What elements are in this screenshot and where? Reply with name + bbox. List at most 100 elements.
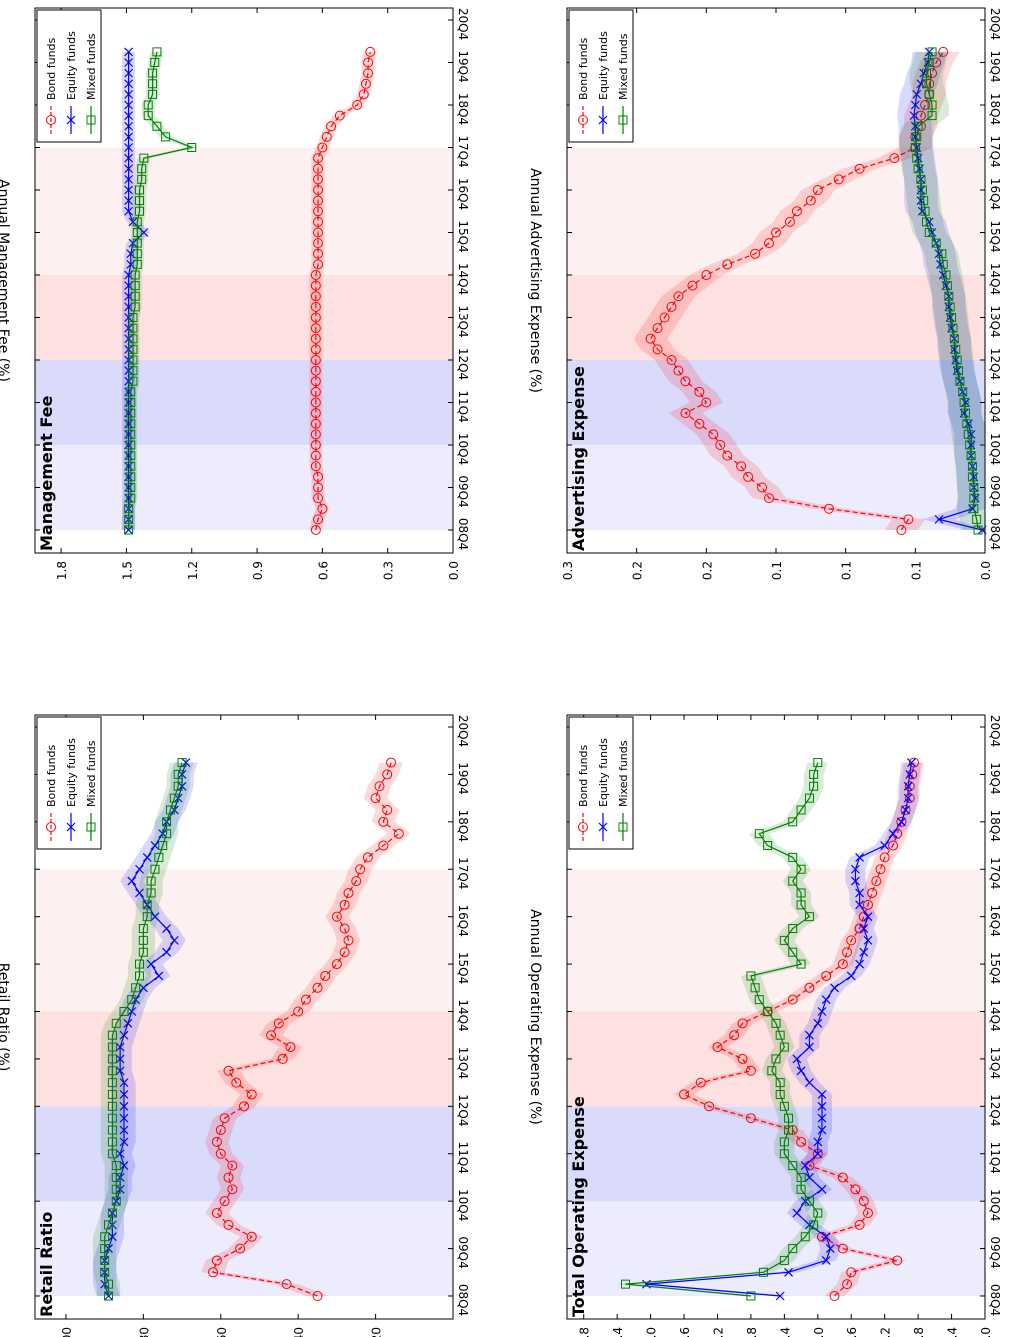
value-tick-label: 0.1 (909, 561, 923, 580)
data-point (784, 1113, 794, 1123)
data-point (875, 864, 886, 875)
data-point (126, 461, 136, 471)
data-point (211, 1255, 222, 1266)
data-point (119, 1007, 129, 1016)
series-line (104, 762, 183, 1296)
value-tick-label: 0.4 (946, 1327, 960, 1337)
chart-title: Management Fee (37, 396, 56, 551)
data-point (750, 248, 761, 259)
data-point (127, 995, 137, 1005)
category-tick-label: 16Q4 (456, 904, 470, 936)
data-point (277, 1053, 288, 1064)
series-line (315, 51, 371, 531)
data-point (128, 366, 138, 376)
data-point (921, 217, 931, 227)
shade-region (35, 147, 453, 275)
data-point (896, 816, 907, 827)
legend-box (36, 716, 102, 850)
shade-region (567, 869, 985, 1012)
data-point (805, 1042, 814, 1052)
data-point (317, 142, 328, 153)
data-point (862, 1208, 873, 1219)
data-point (701, 270, 712, 280)
data-point (351, 876, 362, 887)
legend-marker (598, 115, 608, 125)
value-tick-label: 20 (370, 1327, 384, 1337)
data-point (775, 1078, 785, 1088)
data-point (173, 769, 183, 779)
legend-marker (66, 822, 76, 832)
data-point (712, 1042, 723, 1053)
value-axis-label: Retail Ratio (%) (0, 963, 11, 1072)
data-point (124, 206, 134, 216)
data-point (126, 472, 136, 482)
data-point (965, 440, 975, 450)
data-point (788, 924, 798, 934)
data-point (219, 1113, 230, 1124)
data-point (680, 408, 691, 419)
data-point (791, 206, 802, 217)
data-point (809, 1220, 819, 1230)
data-point (920, 206, 930, 216)
data-point (892, 1255, 903, 1266)
value-tick-label: 0.3 (382, 561, 396, 580)
value-tick-label: 60 (215, 1327, 229, 1337)
data-point (123, 1018, 133, 1028)
data-point (764, 493, 775, 504)
data-point (124, 185, 134, 195)
confidence-band (93, 762, 198, 1296)
data-point (804, 982, 815, 993)
category-tick-label: 16Q4 (456, 178, 470, 210)
category-tick-label: 12Q4 (456, 1094, 470, 1126)
confidence-band (309, 51, 377, 530)
data-point (154, 852, 164, 862)
data-point (694, 386, 705, 397)
data-point (127, 1007, 137, 1016)
data-point (313, 163, 324, 174)
data-point (907, 769, 918, 780)
data-point (355, 864, 366, 875)
data-point (130, 302, 140, 312)
data-point (142, 912, 152, 922)
shade-region (567, 147, 985, 275)
category-tick-label: 13Q4 (456, 305, 470, 337)
data-point (100, 1232, 110, 1242)
data-point (947, 313, 957, 322)
data-point (138, 935, 148, 945)
data-point (135, 196, 144, 206)
category-tick-label: 08Q4 (456, 518, 470, 550)
data-point (126, 398, 136, 407)
data-point (339, 899, 350, 910)
data-point (796, 1136, 807, 1147)
data-point (211, 1136, 222, 1147)
data-point (285, 1042, 296, 1053)
category-tick-label: 15Q4 (988, 220, 1002, 252)
data-point (124, 132, 134, 142)
series-line (212, 762, 400, 1297)
value-tick-label: 2.0 (812, 1327, 826, 1337)
data-point (910, 143, 920, 152)
data-point (805, 1078, 814, 1088)
legend-entry: Equity funds (597, 31, 610, 100)
data-point (107, 1042, 117, 1052)
data-point (143, 100, 153, 110)
category-tick-label: 14Q4 (988, 999, 1002, 1031)
category-tick-label: 10Q4 (988, 433, 1002, 465)
data-point (312, 1291, 323, 1301)
data-point (115, 1054, 125, 1064)
data-point (146, 888, 156, 898)
data-point (313, 238, 324, 249)
data-point (771, 1054, 781, 1064)
shade-region (35, 275, 453, 360)
legend-entry: Mixed funds (617, 33, 630, 100)
data-point (904, 781, 915, 792)
data-point (107, 1078, 117, 1088)
data-point (788, 1161, 798, 1171)
data-point (162, 947, 172, 957)
data-point (111, 1172, 121, 1182)
data-point (169, 935, 179, 945)
data-point (378, 816, 389, 827)
data-point (830, 983, 839, 993)
value-tick-label: 0.9 (251, 561, 265, 580)
data-point (281, 1279, 292, 1290)
